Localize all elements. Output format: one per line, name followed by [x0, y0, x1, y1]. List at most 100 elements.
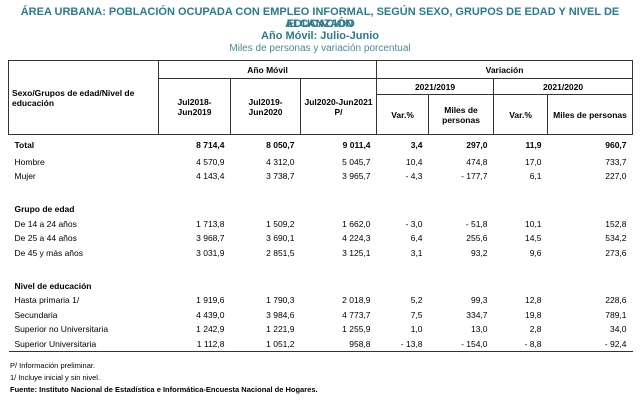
- table-row: Superior no Universitaria 1 242,9 1 221,9 1…: [9, 322, 633, 337]
- row-label: Superior no Universitaria: [14, 324, 109, 335]
- cell: 1 713,8: [196, 218, 225, 229]
- cell: 3 738,7: [266, 171, 295, 182]
- cell: 3 968,7: [196, 233, 225, 244]
- table-row: De 45 y más años 3 031,9 2 851,5 3 125,1 3,1…: [9, 246, 633, 261]
- cell: 19,8: [524, 309, 542, 320]
- cell: - 154,0: [428, 336, 494, 352]
- cell: 8 050,7: [266, 139, 295, 150]
- row-label: Secundaria: [14, 309, 58, 320]
- cell: 9 011,4: [342, 139, 371, 150]
- cell: 5 045,7: [342, 156, 371, 167]
- cell: 4 439,0: [196, 309, 225, 320]
- column-header: Miles de personas: [547, 94, 634, 135]
- cell: 789,1: [605, 309, 627, 320]
- corner-header: Sexo/Grupos de edad/Nivel de educación: [8, 60, 159, 135]
- cell: 93,2: [470, 247, 488, 258]
- column-header: Var.%: [493, 94, 549, 135]
- row-label: Mujer: [14, 171, 36, 182]
- cell: 1 221,9: [266, 324, 295, 335]
- cell: 3,1: [410, 247, 423, 258]
- group-header: Variación: [376, 60, 634, 79]
- cell: - 177,7: [461, 171, 488, 182]
- cell: 99,3: [470, 295, 488, 306]
- column-header: Jul2018-Jun2019: [158, 78, 231, 135]
- cell: 474,8: [466, 156, 488, 167]
- cell: 5,2: [410, 295, 423, 306]
- table-row: Mujer 4 143,4 3 738,7 3 965,7 - 4,3 - 177,7 6,…: [9, 169, 633, 184]
- cell: 12,8: [524, 295, 542, 306]
- cell: 13,0: [470, 324, 488, 335]
- empty-cell: [9, 184, 633, 199]
- source: Fuente: Instituto Nacional de Estadístic…: [10, 385, 318, 394]
- cell: 1 509,2: [266, 218, 295, 229]
- cell: 2 018,9: [342, 295, 371, 306]
- cell: 733,7: [605, 156, 627, 167]
- cell: 958,8: [300, 336, 377, 352]
- title: ALCANZADO: [285, 18, 355, 30]
- cell: 273,6: [605, 247, 627, 258]
- column-header: Jul2019-Jun2020: [230, 78, 301, 135]
- row-label: De 45 y más años: [14, 247, 84, 258]
- column-header: Jul2020-Jun2021 P/: [299, 78, 378, 135]
- section-row: Grupo de edad: [9, 198, 633, 217]
- cell: 17,0: [524, 156, 542, 167]
- row-label: Hombre: [14, 156, 45, 167]
- cell: 10,1: [524, 218, 542, 229]
- cell: 11,9: [525, 139, 542, 150]
- table-row: Hasta primaria 1/1 919,6 1 790,3 2 018,9 5,…: [9, 293, 633, 308]
- spacer: [9, 184, 633, 199]
- cell: 6,4: [410, 233, 423, 244]
- cell: 3 984,6: [266, 309, 295, 320]
- cell: 2,8: [529, 324, 542, 335]
- cell: 1 051,2: [230, 336, 301, 352]
- cell: 3 125,1: [342, 247, 371, 258]
- row-label: Hasta primaria 1/: [14, 295, 80, 306]
- cell: 4 773,7: [342, 309, 371, 320]
- cell: 3 690,1: [266, 233, 295, 244]
- cell: 534,2: [605, 233, 627, 244]
- cell: 4 570,9: [196, 156, 225, 167]
- cell: 297,0: [466, 139, 488, 150]
- cell: 1 790,3: [266, 295, 295, 306]
- cell: 1 919,6: [196, 295, 225, 306]
- cell: 10,4: [405, 156, 423, 167]
- spacer: [9, 260, 633, 275]
- table-row: De 25 a 44 años 3 968,7 3 690,1 4 224,3 6,4 2…: [9, 231, 633, 246]
- cell: 14,5: [524, 233, 542, 244]
- cell: - 51,8: [465, 218, 488, 229]
- units: Miles de personas y variación porcentual: [229, 43, 411, 54]
- cell: 1 242,9: [196, 324, 225, 335]
- row-label: Superior Universitaria: [8, 336, 159, 352]
- note: 1/ Incluye inicial y sin nivel.: [10, 373, 101, 382]
- table-row: De 14 a 24 años 1 713,8 1 509,2 1 662,0 - 3,…: [9, 217, 633, 232]
- cell: 228,6: [605, 295, 627, 306]
- cell: - 13,8: [376, 336, 429, 352]
- cell: 1 662,0: [342, 218, 371, 229]
- group-header: Año Móvil: [157, 60, 378, 79]
- data-table: Sexo/Grupos de edad/Nivel de educación A…: [8, 60, 634, 352]
- cell: 960,7: [605, 139, 627, 150]
- cell: 7,5: [410, 309, 423, 320]
- empty-cell: [9, 260, 633, 275]
- sub-header: 2021/2019: [376, 78, 495, 95]
- cell: 34,0: [609, 324, 627, 335]
- cell: 1 112,8: [158, 336, 231, 352]
- cell: 1,0: [410, 324, 423, 335]
- cell: - 4,3: [405, 171, 423, 182]
- table-row: Secundaria 4 439,0 3 984,6 4 773,7 7,5 334,7 1…: [9, 308, 633, 323]
- cell: - 92,4: [547, 336, 633, 352]
- column-header: Var.%: [376, 94, 430, 135]
- table-row: Total 8 714,4 8 050,7 9 011,4 3,4 297,0 11,9 96…: [9, 135, 633, 155]
- cell: 4 224,3: [342, 233, 371, 244]
- section-title: Nivel de educación: [14, 280, 92, 291]
- cell: 1 255,9: [342, 324, 371, 335]
- period: Año Móvil: Julio-Junio: [261, 30, 379, 42]
- row-label: De 14 a 24 años: [14, 218, 77, 229]
- cell: 9,6: [529, 247, 542, 258]
- row-label: De 25 a 44 años: [14, 233, 77, 244]
- cell: 4 312,0: [266, 156, 295, 167]
- cell: 255,6: [466, 233, 488, 244]
- row-label: Total: [14, 139, 35, 150]
- table-row: Superior Universitaria 1 112,8 1 051,2 958,…: [8, 336, 633, 352]
- title: ÁREA URBANA: POBLACIÓN OCUPADA CON EMPLE…: [20, 6, 620, 30]
